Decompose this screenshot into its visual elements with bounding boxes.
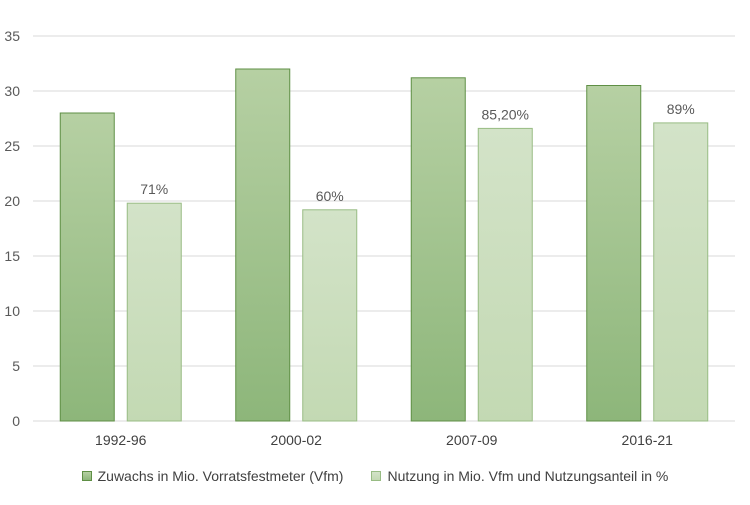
x-axis-categories: 1992-96 2000-02 2007-09 2016-21 xyxy=(95,432,673,448)
x-category-label: 2000-02 xyxy=(271,432,323,448)
legend-item-nutzung: Nutzung in Mio. Vfm und Nutzungsanteil i… xyxy=(371,468,668,484)
y-tick-label: 5 xyxy=(12,358,20,374)
legend-swatch-nutzung xyxy=(371,471,382,481)
bar-zuwachs-2016-21 xyxy=(586,85,642,422)
y-tick-label: 15 xyxy=(4,248,20,264)
data-label: 85,20% xyxy=(482,106,529,122)
legend: Zuwachs in Mio. Vorratsfestmeter (Vfm) N… xyxy=(0,468,750,484)
data-label: 71% xyxy=(140,181,168,197)
y-tick-label: 10 xyxy=(4,303,20,319)
y-tick-label: 0 xyxy=(12,413,20,429)
x-category-label: 2016-21 xyxy=(622,432,674,448)
bar-zuwachs-2007-09 xyxy=(410,77,466,422)
bars: 71% 60% 85,20% 89% xyxy=(59,68,709,422)
bar-nutzung-2000-02 xyxy=(302,209,358,422)
legend-swatch-zuwachs xyxy=(81,471,92,481)
data-label: 89% xyxy=(667,101,695,117)
bar-nutzung-2007-09 xyxy=(477,127,533,422)
y-tick-label: 35 xyxy=(4,28,20,44)
x-category-label: 1992-96 xyxy=(95,432,147,448)
bar-nutzung-1992-96 xyxy=(126,202,182,422)
data-label: 60% xyxy=(316,188,344,204)
y-axis-ticks: 0 5 10 15 20 25 30 35 xyxy=(4,28,20,429)
legend-label-nutzung: Nutzung in Mio. Vfm und Nutzungsanteil i… xyxy=(387,468,669,484)
x-category-label: 2007-09 xyxy=(446,432,498,448)
y-tick-label: 30 xyxy=(4,83,20,99)
legend-item-zuwachs: Zuwachs in Mio. Vorratsfestmeter (Vfm) xyxy=(81,468,344,484)
y-tick-label: 25 xyxy=(4,138,20,154)
bar-nutzung-2016-21 xyxy=(653,122,709,422)
bar-zuwachs-2000-02 xyxy=(235,68,291,422)
bar-zuwachs-1992-96 xyxy=(59,112,115,422)
y-tick-label: 20 xyxy=(4,193,20,209)
legend-label-zuwachs: Zuwachs in Mio. Vorratsfestmeter (Vfm) xyxy=(97,468,344,484)
